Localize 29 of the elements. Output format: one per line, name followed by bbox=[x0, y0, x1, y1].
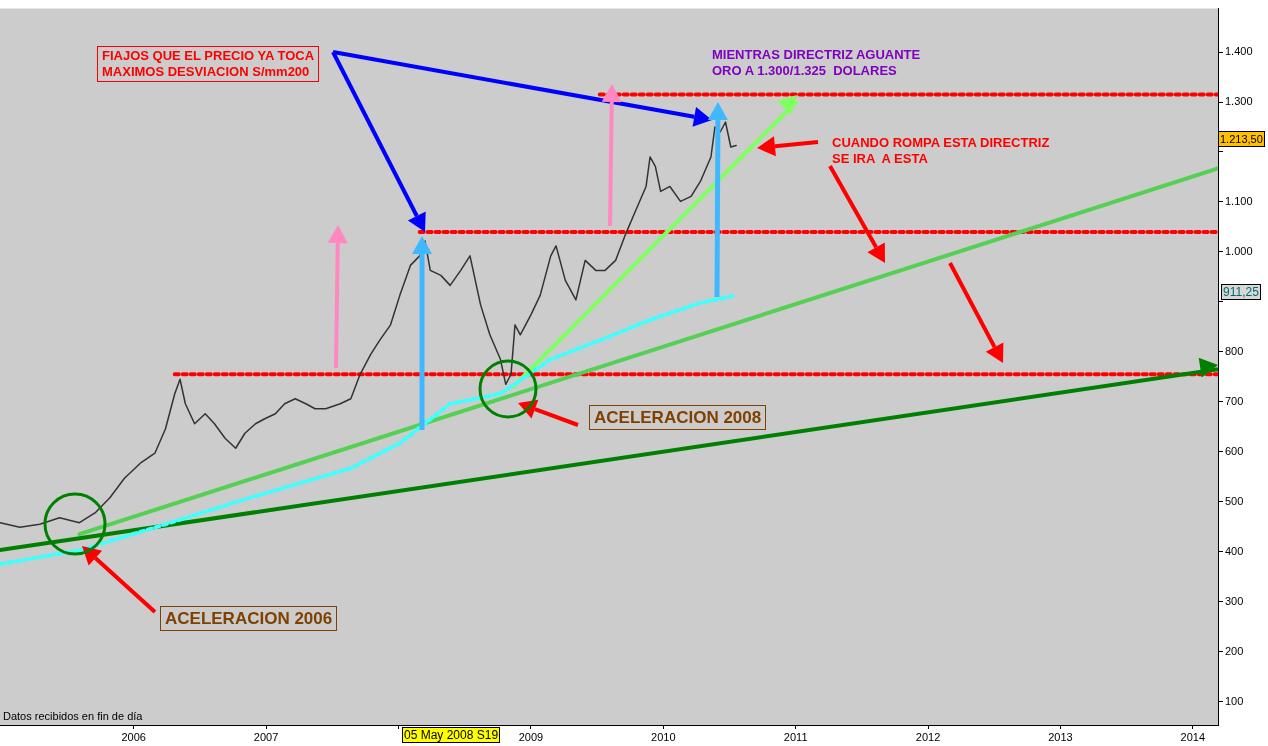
x-tick-label: 2014 bbox=[1180, 730, 1206, 743]
annotation: Datos recibidos en fin de día bbox=[3, 709, 143, 724]
y-tick-label: 1.100 bbox=[1225, 194, 1253, 207]
y-tick-label: 800 bbox=[1225, 344, 1244, 357]
y-tick-label: 500 bbox=[1225, 494, 1244, 507]
text: 1.213,50 bbox=[1218, 131, 1265, 147]
annotation: CUANDO ROMPA ESTA DIRECTRIZ SE IRA A ESTA bbox=[832, 135, 1050, 167]
text: 05 May 2008 S19 bbox=[402, 727, 501, 743]
y-tick-label: 1.300 bbox=[1225, 95, 1253, 108]
annotation: ACELERACION 2006 bbox=[160, 606, 338, 631]
y-tick-label: 200 bbox=[1225, 644, 1244, 657]
y-tick-label: 300 bbox=[1225, 594, 1244, 607]
x-tick-label: 2013 bbox=[1048, 730, 1073, 743]
annotation: ACELERACION 2008 bbox=[589, 405, 767, 430]
y-tick-label: 1.000 bbox=[1225, 244, 1253, 257]
y-tick-label: 600 bbox=[1225, 444, 1244, 457]
text: 911,25 bbox=[1221, 284, 1261, 300]
x-tick-label: 2007 bbox=[253, 730, 279, 743]
x-tick-label: 2011 bbox=[783, 730, 808, 743]
x-tick-label: 2010 bbox=[651, 730, 676, 743]
y-tick-label: 400 bbox=[1225, 544, 1244, 557]
annotation: FIAJOS QUE EL PRECIO YA TOCA MAXIMOS DESVIACION S/mm200 bbox=[97, 46, 320, 82]
annotation: MIENTRAS DIRECTRIZ AGUANTE ORO A 1.300/1.325 DOLARES bbox=[712, 47, 921, 79]
x-tick-label: 2009 bbox=[518, 730, 544, 743]
y-tick-label: 1.400 bbox=[1225, 45, 1253, 58]
x-tick-label: 2012 bbox=[915, 730, 941, 743]
x-tick-label: 2006 bbox=[121, 730, 146, 743]
y-tick-label: 700 bbox=[1225, 394, 1244, 407]
y-tick-label: 100 bbox=[1225, 694, 1244, 707]
